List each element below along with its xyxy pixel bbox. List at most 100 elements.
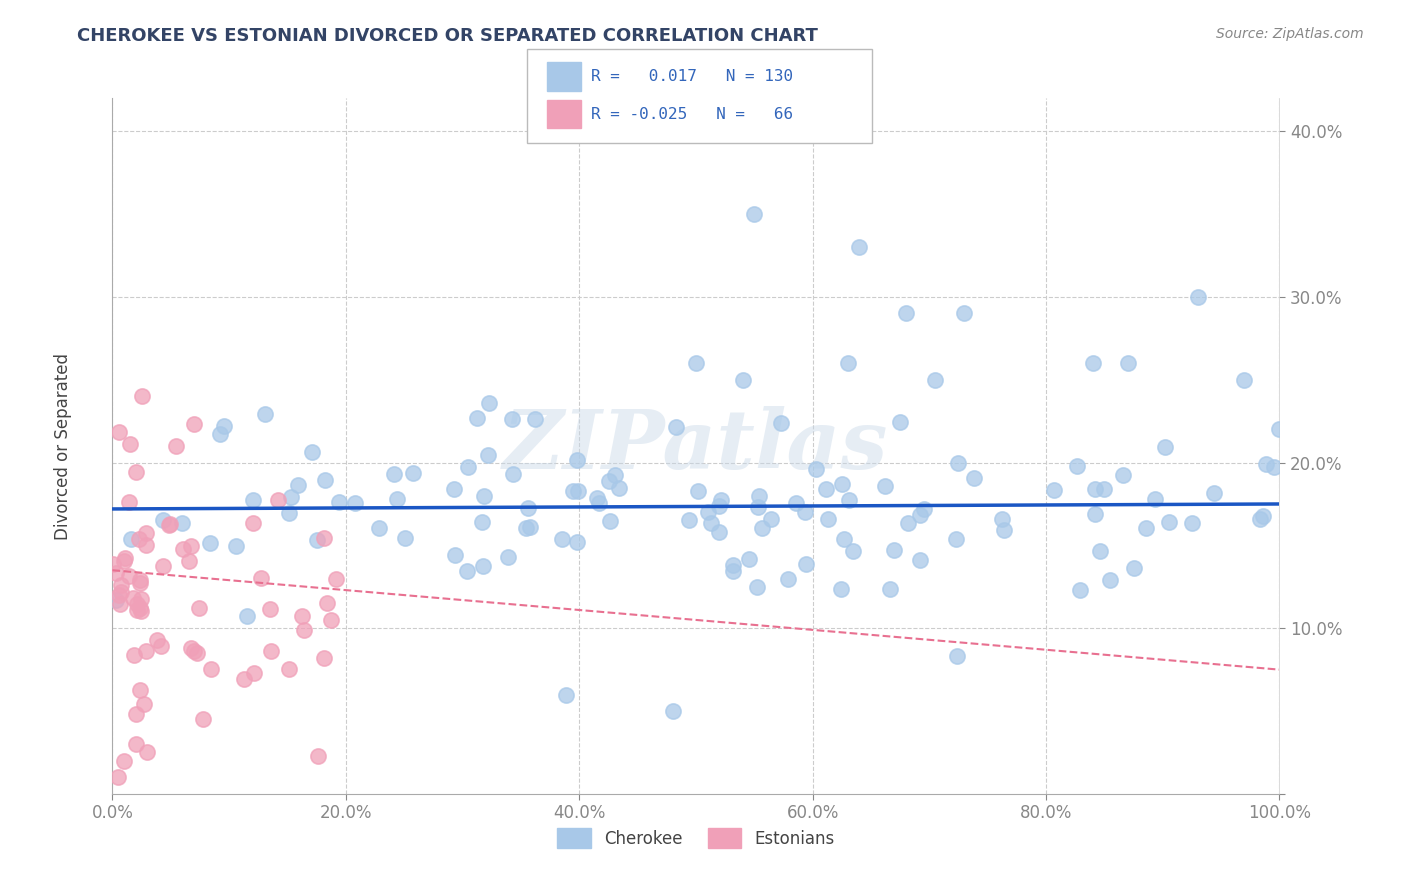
- Point: [131, 389, 153, 403]
- Point: [567, 484, 589, 499]
- Point: [443, 482, 465, 496]
- Point: [321, 613, 343, 627]
- Point: [1249, 511, 1271, 525]
- Point: [889, 415, 911, 429]
- Point: [312, 650, 335, 665]
- Point: [769, 416, 792, 430]
- Point: [896, 516, 918, 531]
- Point: [157, 517, 180, 532]
- Point: [118, 436, 141, 450]
- Point: [110, 585, 132, 599]
- Point: [516, 500, 538, 515]
- Point: [1251, 508, 1274, 523]
- Point: [945, 648, 967, 663]
- Point: [129, 592, 152, 607]
- Point: [159, 516, 181, 531]
- Point: [924, 373, 946, 387]
- Point: [125, 597, 148, 611]
- Point: [135, 538, 157, 552]
- Point: [152, 559, 174, 574]
- Point: [731, 373, 754, 387]
- Point: [598, 474, 620, 488]
- Point: [107, 588, 129, 602]
- Point: [963, 471, 986, 485]
- Text: R =   0.017   N = 130: R = 0.017 N = 130: [591, 70, 793, 84]
- Point: [751, 521, 773, 535]
- Point: [180, 539, 202, 553]
- Point: [187, 600, 209, 615]
- Point: [1187, 290, 1209, 304]
- Point: [1157, 515, 1180, 529]
- Point: [785, 496, 807, 510]
- Point: [146, 632, 169, 647]
- Text: ZIPatlas: ZIPatlas: [503, 406, 889, 486]
- Point: [1254, 457, 1277, 471]
- Point: [125, 737, 148, 751]
- Point: [233, 672, 256, 686]
- Point: [523, 412, 546, 426]
- Point: [177, 554, 200, 568]
- Point: [259, 602, 281, 616]
- Point: [1123, 561, 1146, 575]
- Point: [112, 553, 135, 567]
- Text: R = -0.025   N =   66: R = -0.025 N = 66: [591, 107, 793, 121]
- Point: [200, 662, 222, 676]
- Point: [212, 419, 235, 434]
- Point: [1154, 441, 1177, 455]
- Point: [710, 493, 733, 508]
- Point: [744, 207, 766, 221]
- Point: [193, 712, 215, 726]
- Point: [254, 407, 277, 421]
- Point: [134, 697, 156, 711]
- Point: [1043, 483, 1066, 498]
- Point: [118, 569, 141, 583]
- Point: [128, 576, 150, 591]
- Point: [394, 531, 416, 545]
- Point: [1090, 544, 1112, 558]
- Point: [688, 483, 710, 498]
- Point: [1263, 460, 1285, 475]
- Point: [301, 445, 323, 459]
- Point: [745, 580, 768, 594]
- Point: [124, 465, 146, 479]
- Point: [152, 513, 174, 527]
- Point: [1233, 373, 1256, 387]
- Point: [314, 473, 336, 487]
- Point: [908, 508, 931, 522]
- Point: [496, 550, 519, 565]
- Point: [367, 521, 389, 535]
- Point: [128, 573, 150, 587]
- Point: [465, 410, 488, 425]
- Point: [661, 704, 683, 718]
- Point: [837, 356, 859, 370]
- Point: [831, 477, 853, 491]
- Point: [759, 512, 782, 526]
- Text: Source: ZipAtlas.com: Source: ZipAtlas.com: [1216, 27, 1364, 41]
- Point: [834, 532, 856, 546]
- Point: [135, 643, 157, 657]
- Point: [605, 468, 627, 483]
- Point: [1066, 459, 1088, 474]
- Point: [260, 644, 283, 658]
- Point: [382, 467, 405, 481]
- Point: [748, 489, 770, 503]
- Point: [136, 746, 159, 760]
- Point: [325, 572, 347, 586]
- Point: [104, 593, 127, 607]
- Point: [128, 601, 150, 615]
- Point: [883, 543, 905, 558]
- Point: [343, 496, 366, 510]
- Point: [908, 553, 931, 567]
- Point: [1135, 521, 1157, 535]
- Point: [208, 426, 231, 441]
- Point: [709, 525, 731, 540]
- Point: [879, 582, 901, 597]
- Point: [555, 688, 578, 702]
- Point: [912, 502, 935, 516]
- Point: [149, 640, 172, 654]
- Point: [307, 533, 329, 547]
- Point: [243, 666, 266, 681]
- Point: [519, 520, 541, 534]
- Point: [894, 306, 917, 320]
- Point: [1069, 582, 1091, 597]
